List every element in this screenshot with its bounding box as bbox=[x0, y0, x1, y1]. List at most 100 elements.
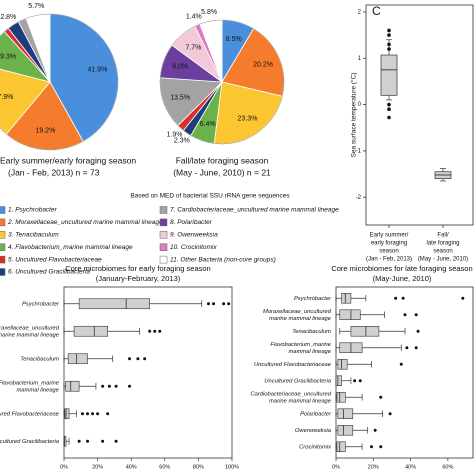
outlier bbox=[387, 102, 391, 107]
outlier bbox=[387, 47, 391, 51]
value-label: 41.9% bbox=[87, 67, 107, 74]
y-tick-label: -2 bbox=[356, 195, 362, 201]
y-tick-label: Psychrobacter bbox=[294, 296, 332, 302]
outlier bbox=[353, 379, 357, 383]
value-label: 6.4% bbox=[200, 121, 216, 128]
y-axis-label: Sea surface temperature (°C) bbox=[350, 73, 358, 158]
legend-swatch bbox=[159, 243, 168, 251]
legend-label: 2. Moraxellaceae_uncultured marine mamma… bbox=[7, 219, 163, 226]
outlier bbox=[222, 302, 226, 306]
box bbox=[380, 54, 398, 96]
legend-swatch bbox=[0, 255, 6, 264]
legend-swatch bbox=[0, 243, 6, 251]
x-tick-label: 40% bbox=[126, 464, 137, 470]
outlier bbox=[101, 384, 105, 388]
box bbox=[78, 298, 150, 310]
outlier bbox=[379, 445, 383, 449]
legend-swatch bbox=[159, 255, 168, 264]
value-label: 8.5% bbox=[226, 36, 242, 43]
panel-label: C bbox=[372, 4, 381, 18]
panel-frame bbox=[365, 4, 474, 226]
outlier bbox=[388, 412, 392, 416]
box bbox=[337, 358, 348, 370]
outlier bbox=[358, 379, 362, 383]
outlier bbox=[114, 384, 118, 388]
x-tick-label: (Jan - Feb, 2013) bbox=[366, 257, 412, 263]
x-tick-label: Fall/ bbox=[437, 233, 449, 239]
legend-label: 10. Crocinitomix bbox=[170, 244, 217, 251]
outlier bbox=[128, 357, 132, 361]
legend-swatch bbox=[159, 206, 168, 214]
outlier bbox=[206, 302, 210, 306]
outlier bbox=[212, 302, 216, 306]
value-label: 1.9% bbox=[167, 132, 183, 139]
y-tick-label: Uncultured Gracilibacteria bbox=[0, 439, 60, 445]
value-label: 7.7% bbox=[185, 45, 201, 52]
outlier bbox=[91, 412, 95, 416]
value-label: 5.7% bbox=[28, 3, 44, 10]
legend-label: 9. Owenweeksia bbox=[170, 232, 218, 239]
pie-outline bbox=[0, 13, 119, 151]
legend-swatch bbox=[159, 218, 168, 227]
outlier bbox=[387, 28, 391, 33]
outlier bbox=[227, 302, 231, 306]
outlier bbox=[394, 296, 398, 300]
box bbox=[341, 292, 352, 304]
outlier bbox=[387, 115, 391, 120]
value-label: 17.9% bbox=[0, 94, 13, 101]
y-tick-label: Uncultured Gracilibacteria bbox=[264, 378, 331, 384]
y-tick-label: Polaribacter bbox=[300, 411, 332, 417]
outlier bbox=[461, 296, 465, 300]
chart-subtitle: (May-June, 2010) bbox=[373, 274, 432, 283]
outlier bbox=[387, 42, 391, 47]
box bbox=[336, 441, 346, 452]
chart-title: Core microbiomes for late foraging seaso… bbox=[331, 264, 472, 273]
outlier bbox=[148, 329, 152, 333]
value-label: 20.2% bbox=[253, 61, 273, 68]
outlier bbox=[387, 107, 391, 112]
x-tick-label: season bbox=[379, 249, 398, 255]
outlier bbox=[136, 357, 140, 361]
y-tick-label: Cardiobacteriaceae_uncultured bbox=[250, 391, 331, 397]
x-tick-label: 40% bbox=[405, 464, 416, 470]
x-tick-label: Early summer/ bbox=[370, 233, 409, 239]
x-tick-label: late foraging bbox=[426, 241, 459, 247]
box bbox=[64, 408, 70, 420]
outlier bbox=[387, 33, 391, 37]
outlier bbox=[373, 428, 377, 432]
outlier bbox=[143, 357, 147, 361]
legend-label: 7. Cardiobacteriaceae_uncultured marine … bbox=[170, 207, 339, 214]
value-label: 2.8% bbox=[0, 14, 16, 21]
y-tick-label: 2 bbox=[358, 10, 362, 16]
y-tick-label: Owenweeksia bbox=[295, 428, 332, 434]
value-label: 19.2% bbox=[35, 128, 55, 135]
outlier bbox=[153, 329, 157, 333]
chart-subtitle: (May - June, 2010) n = 21 bbox=[173, 167, 271, 177]
x-tick-label: (May - June, 2010) bbox=[418, 257, 468, 263]
x-tick-label: early foraging bbox=[371, 241, 407, 247]
legend-label: 3. Tenacibaculum bbox=[8, 232, 59, 239]
x-tick-label: 20% bbox=[368, 464, 379, 470]
y-tick-label: 1 bbox=[358, 56, 362, 62]
legend-swatch bbox=[0, 218, 6, 227]
legend-label: 6. Uncultured Gracilibacteria bbox=[8, 269, 90, 276]
x-tick-label: 20% bbox=[92, 464, 103, 470]
plot-frame bbox=[63, 286, 233, 459]
value-label: 2.3% bbox=[174, 137, 190, 144]
outlier bbox=[114, 439, 118, 443]
y-tick-label: marine mammal lineage bbox=[269, 398, 332, 404]
outlier bbox=[369, 445, 373, 449]
x-tick-label: 60% bbox=[159, 464, 170, 470]
outlier bbox=[77, 439, 81, 443]
outlier bbox=[96, 412, 100, 416]
outlier bbox=[86, 412, 90, 416]
y-tick-label: Uncultured Flavobacteriaceae bbox=[0, 411, 60, 417]
x-tick-label: 100% bbox=[225, 464, 239, 470]
legend-label: 5. Uncultured Flavobacteriaceae bbox=[8, 256, 102, 263]
value-label: 5.8% bbox=[201, 9, 217, 16]
y-tick-label: marine mammal lineage bbox=[269, 316, 332, 322]
y-tick-label: Crocinitomix bbox=[299, 444, 332, 450]
x-tick-label: 0% bbox=[60, 464, 68, 470]
chart-title: Early summer/early foraging season bbox=[0, 155, 136, 165]
